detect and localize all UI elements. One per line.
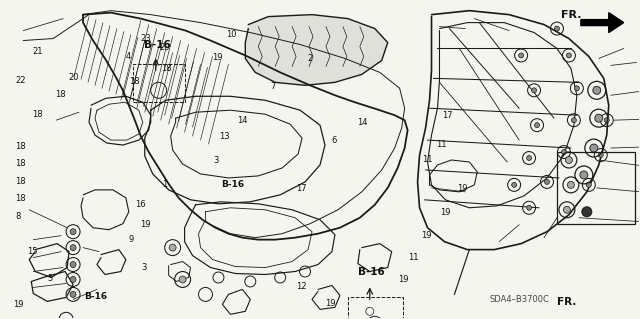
Text: 11: 11	[436, 140, 447, 149]
Text: 18: 18	[15, 142, 26, 151]
Text: FR.: FR.	[561, 10, 582, 20]
Text: 11: 11	[422, 155, 433, 164]
Text: 2: 2	[307, 54, 312, 63]
Circle shape	[545, 179, 550, 184]
Text: 6: 6	[332, 136, 337, 145]
Text: 18: 18	[15, 160, 26, 168]
Text: 14: 14	[237, 116, 248, 125]
Circle shape	[70, 262, 76, 268]
Circle shape	[604, 118, 609, 123]
Text: 19: 19	[13, 300, 24, 308]
Text: B-16: B-16	[221, 181, 244, 189]
Circle shape	[554, 26, 559, 31]
Circle shape	[598, 152, 604, 158]
Circle shape	[511, 182, 516, 187]
Circle shape	[179, 276, 186, 283]
Text: 10: 10	[226, 31, 236, 40]
Circle shape	[590, 144, 598, 152]
Text: FR.: FR.	[557, 297, 577, 307]
Circle shape	[580, 171, 588, 179]
Text: 18: 18	[56, 90, 66, 99]
Text: 16: 16	[135, 200, 146, 209]
Bar	[133, 64, 184, 102]
Text: 18: 18	[32, 110, 43, 119]
Polygon shape	[581, 13, 623, 33]
Text: 14: 14	[357, 118, 367, 128]
Circle shape	[582, 207, 592, 217]
Text: 18: 18	[15, 194, 26, 203]
Polygon shape	[245, 15, 388, 85]
Text: 20: 20	[159, 43, 170, 52]
Text: B-16: B-16	[84, 292, 108, 300]
Text: 20: 20	[68, 73, 79, 82]
Text: B-16: B-16	[144, 41, 170, 50]
Text: 19: 19	[440, 208, 451, 217]
Circle shape	[561, 150, 566, 154]
Text: 19: 19	[212, 53, 222, 62]
Circle shape	[568, 182, 574, 189]
Circle shape	[595, 114, 603, 122]
Text: 23: 23	[140, 34, 151, 43]
Text: 8: 8	[15, 212, 20, 221]
Circle shape	[534, 123, 540, 128]
Circle shape	[70, 229, 76, 235]
Circle shape	[527, 205, 532, 210]
Circle shape	[70, 277, 76, 282]
Text: 22: 22	[15, 76, 26, 85]
Text: 1: 1	[162, 180, 167, 189]
Text: 19: 19	[325, 299, 335, 308]
Text: 7: 7	[270, 82, 276, 91]
Circle shape	[572, 118, 577, 123]
Text: B-16: B-16	[358, 266, 385, 277]
Circle shape	[586, 182, 591, 187]
Circle shape	[532, 88, 536, 93]
Text: 13: 13	[220, 132, 230, 141]
Circle shape	[527, 156, 532, 160]
Circle shape	[566, 53, 572, 58]
Text: 18: 18	[161, 64, 172, 73]
Text: 17: 17	[442, 111, 453, 120]
Text: 18: 18	[129, 77, 140, 86]
Circle shape	[563, 206, 570, 213]
Text: 3: 3	[213, 156, 218, 165]
Text: 12: 12	[296, 282, 307, 291]
Bar	[557, 152, 635, 224]
Text: 21: 21	[32, 47, 42, 56]
Circle shape	[565, 157, 572, 163]
Circle shape	[593, 86, 601, 94]
Text: 9: 9	[129, 235, 134, 244]
Text: 15: 15	[27, 247, 37, 256]
Circle shape	[169, 244, 176, 251]
Circle shape	[70, 292, 76, 297]
Circle shape	[574, 86, 579, 91]
Text: 11: 11	[408, 253, 419, 262]
Text: 19: 19	[420, 231, 431, 240]
Text: 18: 18	[15, 177, 26, 186]
Text: 19: 19	[397, 275, 408, 284]
Text: SDA4–B3700C: SDA4–B3700C	[489, 295, 549, 304]
Text: 19: 19	[457, 184, 467, 193]
Text: 5: 5	[47, 274, 52, 283]
Bar	[348, 297, 403, 319]
Text: 3: 3	[141, 263, 147, 272]
Text: 4: 4	[125, 52, 131, 61]
Text: 17: 17	[296, 184, 307, 193]
Circle shape	[518, 53, 524, 58]
Text: 19: 19	[140, 220, 151, 229]
Circle shape	[70, 245, 76, 251]
